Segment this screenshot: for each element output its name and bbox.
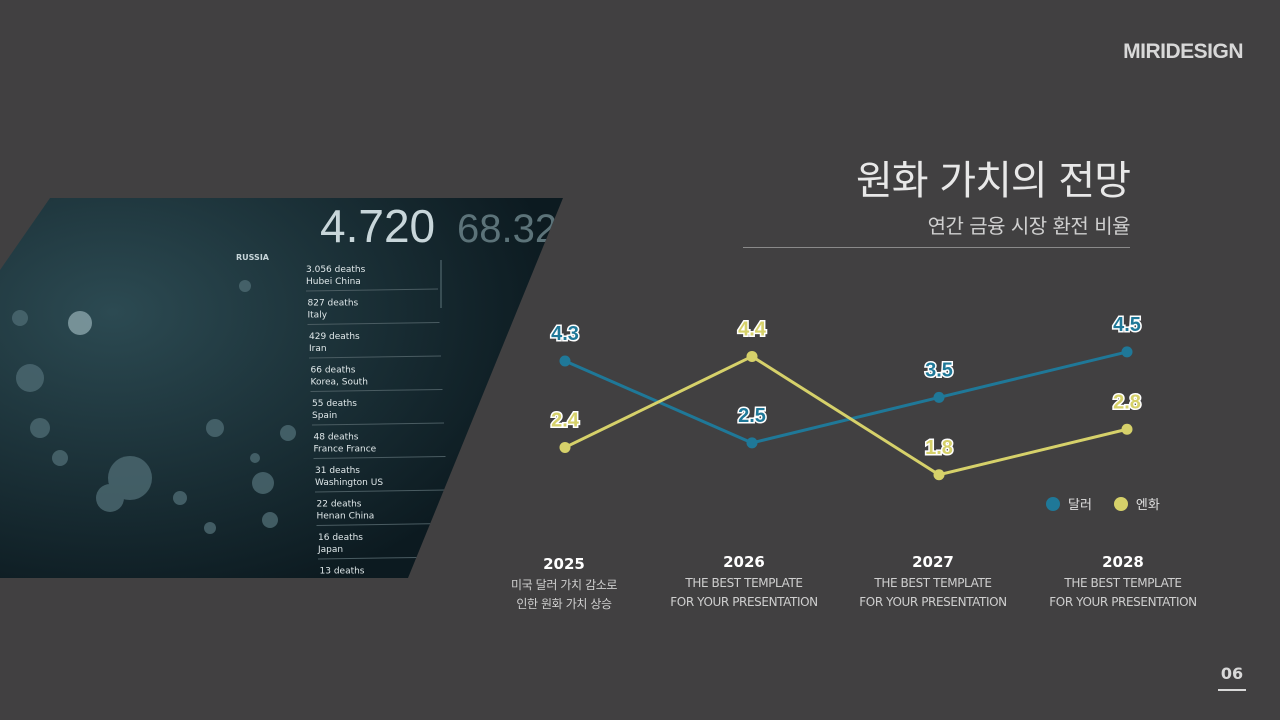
legend-label-dollar: 달러 <box>1068 498 1092 513</box>
data-label: 1.8 <box>925 437 953 459</box>
photo-list-count: 3.056 deaths <box>306 265 366 275</box>
legend-swatch-dollar <box>1046 496 1060 511</box>
photo-list-place: Henan China <box>317 512 375 522</box>
legend-label-yen: 엔화 <box>1135 498 1160 513</box>
photo-list-divider <box>305 288 439 292</box>
photo-list-place: Japan <box>317 545 343 555</box>
description-line: 미국 달러 가치 감소로 <box>510 578 617 592</box>
description-line: THE BEST TEMPLATE <box>874 576 992 590</box>
photo-list-divider <box>313 456 446 459</box>
photo-list-count: 13 deaths <box>320 567 365 577</box>
data-point <box>933 391 945 403</box>
data-label: 2.8 <box>1113 391 1141 413</box>
x-tick-description: THE BEST TEMPLATE FOR YOUR PRESENTATION <box>833 574 1033 612</box>
data-point <box>1121 346 1133 358</box>
data-point <box>746 437 758 449</box>
data-label: 2.5 <box>738 405 766 427</box>
x-tick-description: THE BEST TEMPLATE FOR YOUR PRESENTATION <box>644 574 844 612</box>
series-line-0 <box>564 350 1128 445</box>
photo-list-divider <box>316 523 449 526</box>
photo-list-place: Korea, South <box>311 378 368 388</box>
data-label: 4.4 <box>738 318 767 340</box>
big-number-1: 4.720 <box>320 200 435 252</box>
data-label: 2.4 <box>551 409 580 431</box>
slide-subtitle: 연간 금융 시장 환전 비율 <box>927 214 1131 238</box>
description-line: FOR YOUR PRESENTATION <box>1049 595 1197 609</box>
series-line-1 <box>564 354 1128 477</box>
chart-legend: 달러 엔화 <box>1046 494 1160 513</box>
photo-list-place: Washington US <box>315 478 383 488</box>
description-line: THE BEST TEMPLATE <box>1064 576 1182 590</box>
photo-list-place: Italy <box>308 311 328 321</box>
description-line: FOR YOUR PRESENTATION <box>670 595 818 609</box>
data-point <box>1121 423 1133 435</box>
map-label: RUSSIA <box>236 253 270 262</box>
map-bubbles <box>12 280 296 534</box>
photo-list-count: 16 deaths <box>318 533 363 543</box>
photo-list-place: France France <box>314 445 377 455</box>
description-line: 인한 원화 가치 상승 <box>516 597 612 611</box>
data-label: 3.5 <box>925 359 953 381</box>
photo-list-count: 827 deaths <box>308 299 359 309</box>
photo-list-divider <box>308 355 442 359</box>
page-number-underline <box>1218 689 1246 691</box>
photo-list-count: 66 deaths <box>311 366 356 376</box>
photo-list-place: Spain <box>312 411 337 421</box>
legend-swatch-yen <box>1113 496 1128 511</box>
photo-list-count: 31 deaths <box>315 466 360 476</box>
title-divider <box>743 247 1130 248</box>
x-tick-label: 2026 <box>723 553 765 571</box>
photo-list-divider <box>314 489 448 493</box>
x-tick-label: 2028 <box>1102 553 1144 571</box>
photo-list-divider <box>310 389 443 392</box>
x-tick-label: 2027 <box>912 553 954 571</box>
data-point <box>933 469 945 481</box>
photo-list-divider <box>307 322 440 325</box>
photo-list-place: Iran <box>309 344 327 354</box>
photo-list-count: 22 deaths <box>317 500 362 510</box>
data-label: 4.5 <box>1113 314 1141 336</box>
photo-list-divider <box>311 422 445 426</box>
data-point <box>746 350 758 362</box>
photo-list-count: 48 deaths <box>314 433 359 443</box>
brand-logo: MIRIDESIGN <box>1123 40 1243 63</box>
x-tick-label: 2025 <box>543 555 585 573</box>
x-tick-description: THE BEST TEMPLATE FOR YOUR PRESENTATION <box>1023 574 1223 612</box>
data-label: 4.3 <box>551 323 579 345</box>
photo-list-place: Hubei China <box>306 277 361 287</box>
slide-title: 원화 가치의 전망 <box>855 158 1131 204</box>
photo-list-count: 429 deaths <box>309 332 360 342</box>
page-number: 06 <box>1220 664 1244 683</box>
description-line: THE BEST TEMPLATE <box>685 576 803 590</box>
photo-list-count: 55 deaths <box>312 399 357 409</box>
description-line: FOR YOUR PRESENTATION <box>859 595 1007 609</box>
data-point <box>559 355 571 367</box>
data-point <box>559 441 571 453</box>
